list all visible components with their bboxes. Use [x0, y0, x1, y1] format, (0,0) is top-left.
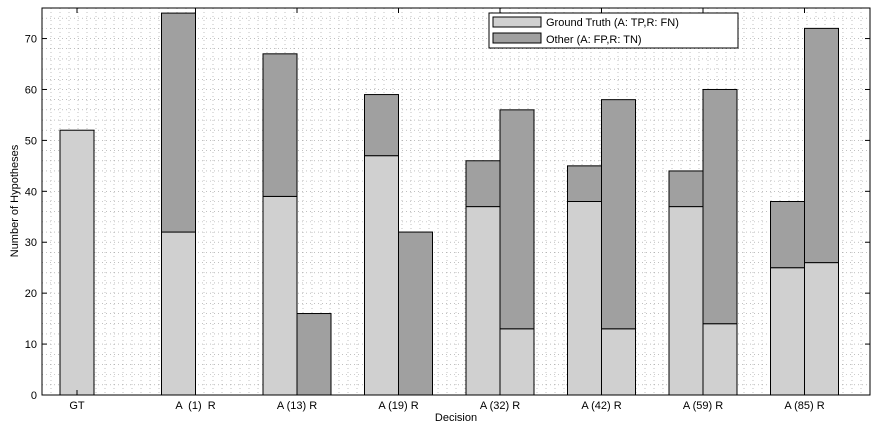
bar-other — [770, 201, 805, 269]
bar-other — [567, 165, 602, 203]
bar-other — [601, 99, 636, 330]
bar-other — [398, 231, 433, 396]
x-tick-label: A (1) R — [175, 400, 215, 412]
y-ticks: 0 10 20 30 40 50 60 70 — [25, 34, 870, 402]
y-tick-label: 40 — [25, 186, 37, 198]
x-tick-label: A (59) R — [683, 400, 723, 412]
bar-ground-truth — [465, 206, 501, 396]
x-tick-label: A (42) R — [581, 400, 621, 412]
x-tick-label: A (85) R — [784, 400, 824, 412]
bar-ground-truth — [804, 262, 839, 396]
bar-ground-truth — [364, 155, 399, 396]
bar-ground-truth — [499, 328, 535, 396]
y-tick-label: 0 — [31, 390, 37, 402]
y-tick-label: 10 — [25, 339, 37, 351]
legend-swatch-ground-truth — [492, 16, 542, 28]
legend: Ground Truth (A: TP,R: FN) Other (A: FP,… — [488, 12, 739, 49]
bar-other — [465, 160, 501, 208]
axes — [41, 7, 871, 396]
bar-other — [364, 94, 399, 157]
bar-other — [804, 27, 839, 264]
bar-ground-truth — [770, 267, 805, 396]
bar-ground-truth — [262, 195, 298, 396]
bar-other — [702, 88, 738, 325]
bar-ground-truth — [59, 129, 95, 396]
x-axis-title: Decision — [435, 412, 477, 424]
bar-other — [499, 109, 535, 330]
bars — [59, 12, 839, 396]
y-tick-label: 70 — [25, 34, 37, 46]
x-tick-label: A (19) R — [378, 400, 418, 412]
x-tick-label: A (32) R — [480, 400, 520, 412]
bar-ground-truth — [161, 231, 196, 396]
y-tick-label: 30 — [25, 237, 37, 249]
bar-other — [262, 53, 298, 197]
bar-other — [161, 12, 196, 233]
y-tick-label: 20 — [25, 288, 37, 300]
bar-other — [296, 313, 332, 396]
plot-frame — [41, 7, 871, 396]
x-tick-label: A (13) R — [277, 400, 317, 412]
legend-swatch-other — [492, 32, 542, 44]
y-axis-title: Number of Hypotheses — [9, 144, 21, 257]
bar-ground-truth — [668, 206, 704, 396]
x-tick-label: GT — [69, 400, 85, 412]
bar-other — [668, 170, 704, 208]
legend-label-other: Other (A: FP,R: TN) — [546, 34, 642, 46]
bar-ground-truth — [567, 201, 602, 396]
bar-ground-truth — [702, 323, 738, 396]
legend-label-ground-truth: Ground Truth (A: TP,R: FN) — [546, 17, 679, 29]
bar-ground-truth — [601, 328, 636, 396]
y-tick-label: 60 — [25, 84, 37, 96]
x-ticks: GT A (1) R A (13) R A (19) R A (32) R A (42) … — [69, 8, 825, 412]
y-tick-label: 50 — [25, 135, 37, 147]
